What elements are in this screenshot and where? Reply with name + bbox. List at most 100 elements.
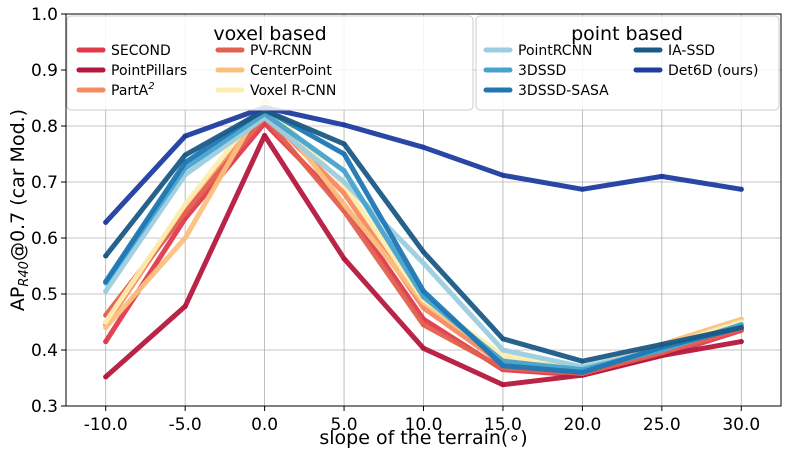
y-tick-label: 0.3 [31, 397, 58, 417]
legend-label: PV-RCNN [250, 43, 312, 59]
data-point [500, 353, 506, 359]
data-point [262, 133, 268, 139]
legend-label-superscript: 2 [148, 81, 154, 92]
legend-marker [227, 67, 233, 73]
legend-label-text: PointRCNN [518, 43, 593, 59]
legend-label-text: PartA [111, 83, 149, 99]
legend-marker [495, 47, 501, 53]
data-point [182, 210, 188, 216]
data-point [182, 152, 188, 158]
legend-label: IA-SSD [668, 43, 715, 59]
data-point [341, 122, 347, 128]
legend-label: SECOND [111, 43, 171, 59]
legend-label-text: 3DSSD [518, 63, 566, 79]
legend-marker [88, 87, 94, 93]
y-tick-label: 0.4 [31, 341, 58, 361]
data-point [341, 151, 347, 157]
data-point [182, 201, 188, 207]
data-point [421, 305, 426, 311]
data-point [103, 339, 109, 345]
legend-label-text: PointPillars [111, 63, 187, 79]
x-tick-label: 5.0 [331, 415, 358, 435]
data-point [103, 253, 109, 259]
legend-label: PointPillars [111, 63, 187, 79]
legend-label-text: Det6D (ours) [668, 63, 758, 79]
data-point [500, 382, 506, 388]
y-axis-label-rest: @0.7 (car Mod.) [7, 109, 29, 261]
data-point [579, 186, 585, 192]
data-point [103, 325, 109, 331]
data-point [421, 345, 426, 351]
y-axis: 0.3 0.4 0.5 0.6 0.7 0.8 0.9 1.0 [31, 5, 66, 417]
legend-label: 3DSSD-SASA [518, 83, 609, 99]
legend-marker [495, 67, 501, 73]
x-tick-label: 0.0 [251, 415, 278, 435]
data-point [579, 369, 585, 375]
legend-label: CenterPoint [250, 63, 332, 79]
data-point [341, 256, 347, 262]
x-axis: -10.0 -5.0 0.0 5.0 10.0 15.0 20.0 25.0 30.0 [84, 406, 760, 435]
x-tick-label: -10.0 [84, 415, 128, 435]
legend-label-text: SECOND [111, 43, 171, 59]
data-point [659, 341, 665, 347]
data-point [659, 173, 665, 179]
y-tick-label: 1.0 [31, 5, 58, 25]
data-point [500, 363, 506, 369]
x-tick-label: 10.0 [405, 415, 443, 435]
data-point [421, 322, 426, 328]
data-point [421, 144, 426, 150]
data-point [103, 319, 109, 325]
legend-label-text: Voxel R-CNN [250, 83, 336, 99]
legend-label: Voxel R-CNN [250, 83, 336, 99]
legend-label-text: CenterPoint [250, 63, 332, 79]
data-point [421, 249, 426, 255]
x-tick-label: 30.0 [722, 415, 760, 435]
y-axis-label-subscript: R40 [17, 261, 32, 287]
data-point [738, 186, 744, 192]
data-point [421, 288, 426, 294]
data-point [182, 159, 188, 165]
data-point [341, 208, 347, 214]
legend-label: PartA2 [111, 81, 155, 99]
data-point [103, 279, 109, 285]
x-tick-label: 25.0 [643, 415, 681, 435]
y-tick-label: 0.6 [31, 229, 58, 249]
legend-box [66, 15, 474, 111]
data-point [421, 260, 426, 266]
legend-title: voxel based [213, 23, 326, 45]
data-point [341, 168, 347, 174]
data-point [738, 339, 744, 345]
legend-label: 3DSSD [518, 63, 566, 79]
legend-marker [227, 47, 233, 53]
data-point [182, 235, 188, 241]
data-point [738, 325, 744, 331]
y-axis-label-main: AP [7, 287, 29, 311]
data-point [103, 374, 109, 380]
data-point [341, 190, 347, 196]
legend-marker [645, 67, 651, 73]
y-tick-label: 0.9 [31, 61, 58, 81]
y-tick-label: 0.8 [31, 117, 58, 137]
legend-box [475, 15, 780, 111]
data-point [500, 172, 506, 178]
data-point [500, 347, 506, 353]
data-point [341, 179, 347, 185]
data-point [182, 303, 188, 309]
legend-label: Det6D (ours) [668, 63, 758, 79]
data-point [341, 201, 347, 207]
legend-label-text: IA-SSD [668, 43, 715, 59]
legend-marker [645, 47, 651, 53]
y-tick-label: 0.5 [31, 285, 58, 305]
y-axis-label: APR40@0.7 (car Mod.) [7, 109, 32, 311]
data-point [341, 141, 347, 147]
data-point [579, 358, 585, 364]
legend-label-text: 3DSSD-SASA [518, 83, 609, 99]
data-point [103, 219, 109, 225]
series-lines [103, 98, 744, 388]
x-tick-label: -5.0 [169, 415, 202, 435]
x-tick-label: 20.0 [563, 415, 601, 435]
legend-marker [88, 67, 94, 73]
legend-marker [227, 87, 233, 93]
